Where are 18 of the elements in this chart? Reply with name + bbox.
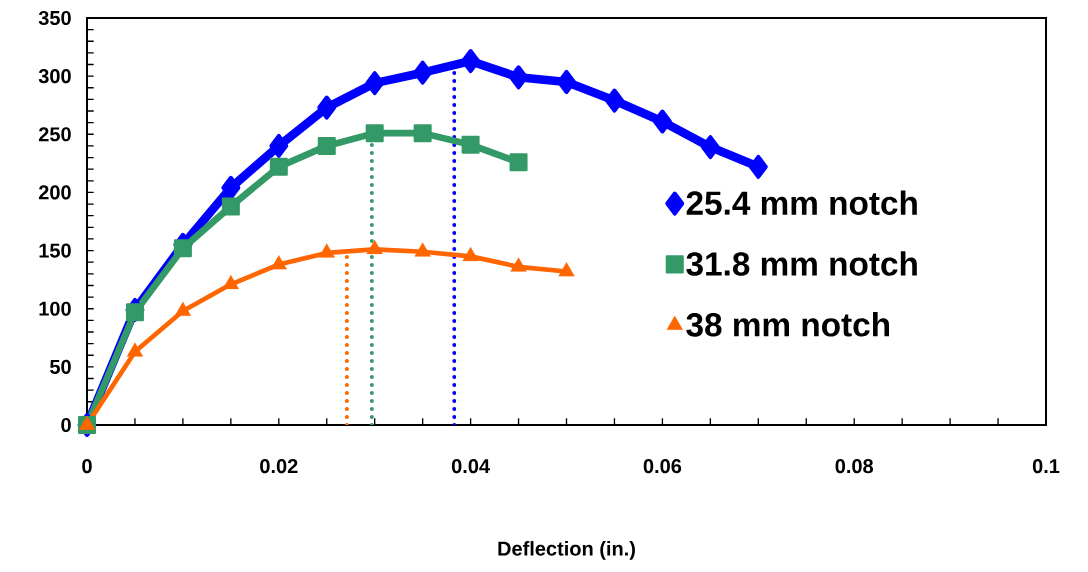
x-tick-label: 0 bbox=[82, 459, 92, 474]
y-tick-label: 250 bbox=[38, 127, 71, 142]
legend-label: 31.8 mm notch bbox=[686, 251, 917, 276]
y-tick-label: 100 bbox=[39, 301, 71, 316]
y-tick-label: 300 bbox=[38, 69, 71, 84]
x-tick-label: 0.1 bbox=[1032, 459, 1060, 474]
x-tick-label: 0.02 bbox=[260, 459, 298, 474]
legend-label: 38 mm notch bbox=[686, 312, 890, 337]
y-tick-label: 350 bbox=[38, 10, 71, 26]
y-tick-label: 200 bbox=[38, 185, 71, 200]
y-tick-label: 50 bbox=[49, 359, 71, 374]
y-tick-label: 0 bbox=[61, 417, 71, 433]
x-tick-label: 0.06 bbox=[643, 459, 682, 474]
x-tick-label: 0.08 bbox=[835, 459, 874, 474]
legend-label: 25.4 mm notch bbox=[686, 190, 917, 215]
x-axis-title: Deflection (in.) bbox=[498, 541, 635, 560]
y-tick-label: 150 bbox=[39, 243, 71, 258]
x-tick-label: 0.04 bbox=[451, 459, 490, 474]
